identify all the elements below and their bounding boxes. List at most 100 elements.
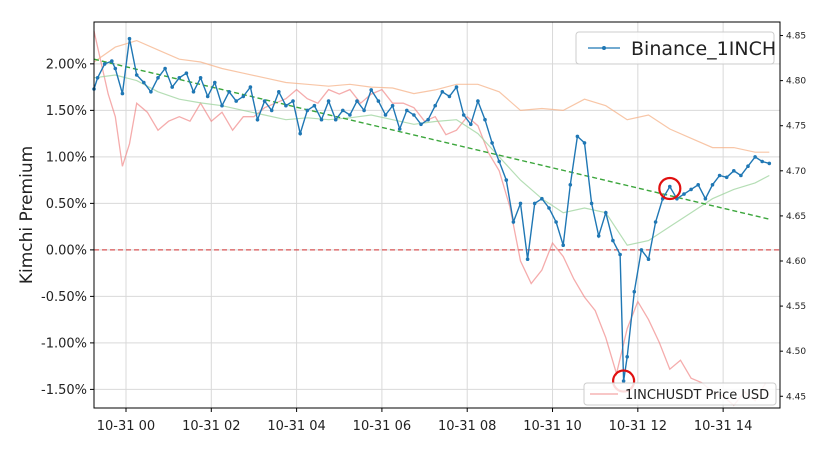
premium-point (646, 257, 651, 262)
premium-point (589, 201, 594, 206)
legend-label-price: 1INCHUSDT Price USD (625, 388, 769, 403)
premium-point (575, 134, 580, 139)
right-tick-label: 4.75 (786, 122, 806, 132)
premium-point (568, 183, 573, 187)
premium-point (390, 103, 395, 108)
x-tick-label: 10-31 08 (438, 419, 496, 434)
premium-point (305, 108, 310, 113)
y-tick-label: 2.00% (46, 57, 87, 72)
premium-line (93, 38, 770, 382)
premium-point (405, 108, 409, 113)
premium-point (149, 90, 153, 94)
premium-point (653, 220, 658, 224)
premium-point (95, 76, 100, 80)
right-tick-label: 4.50 (786, 347, 806, 357)
premium-point (269, 108, 274, 113)
premium-point (142, 80, 146, 85)
premium-point (205, 94, 210, 99)
y-tick-label: -0.50% (41, 290, 87, 305)
highlight-circle (658, 176, 682, 201)
premium-point (277, 90, 281, 94)
premium-point (668, 184, 672, 189)
premium-point (632, 289, 637, 294)
y-tick-label: 1.50% (46, 104, 87, 119)
premium-point (291, 99, 295, 103)
premium-point (177, 76, 182, 80)
premium-point (298, 131, 303, 136)
premium-point (440, 90, 445, 94)
premium-point (127, 36, 132, 41)
premium-point (134, 73, 139, 77)
legend-main: Binance_1INCH (575, 31, 776, 65)
x-tick-label: 10-31 04 (267, 419, 325, 434)
premium-point (234, 99, 238, 103)
x-tick-label: 10-31 02 (182, 419, 240, 434)
upper-band-line (93, 39, 770, 153)
right-tick-label: 4.60 (786, 257, 806, 267)
right-tick-label: 4.80 (786, 77, 806, 87)
premium-point (248, 85, 253, 89)
legend-price: 1INCHUSDT Price USD (583, 382, 777, 406)
trend-line (93, 58, 770, 220)
premium-point (469, 122, 473, 127)
premium-point (582, 141, 587, 145)
premium-point (483, 117, 487, 122)
premium-point (376, 99, 381, 103)
premium-point (191, 90, 196, 94)
right-tick-label: 4.55 (786, 302, 806, 312)
premium-point (639, 248, 644, 252)
price-line (93, 30, 767, 407)
premium-point (326, 99, 331, 103)
y-tick-label: -1.50% (41, 383, 87, 398)
premium-point (102, 62, 107, 66)
y-tick-label: 0.00% (46, 243, 87, 258)
premium-point (497, 159, 502, 164)
y-tick-label: 0.50% (46, 197, 87, 212)
premium-point (447, 94, 452, 99)
premium-point (476, 99, 480, 103)
premium-point (547, 206, 551, 210)
premium-point (255, 117, 260, 122)
premium-point (554, 220, 558, 224)
premium-point (540, 196, 544, 201)
premium-point (184, 71, 189, 75)
premium-point (621, 379, 626, 383)
premium-point (732, 169, 736, 173)
premium-point (262, 99, 267, 103)
premium-point (348, 113, 352, 117)
premium-point (753, 155, 757, 159)
y-tick-label: 1.00% (46, 150, 87, 165)
premium-point (604, 210, 608, 215)
premium-point (198, 76, 203, 80)
x-tick-label: 10-31 12 (609, 419, 667, 434)
premium-point (760, 159, 764, 164)
premium-point (397, 127, 402, 131)
premium-point (213, 80, 217, 85)
legend-label-main: Binance_1INCH (631, 38, 776, 60)
premium-point (596, 234, 601, 238)
premium-point (717, 173, 722, 178)
premium-point (369, 88, 374, 92)
premium-point (746, 164, 750, 168)
premium-point (696, 183, 700, 187)
premium-point (490, 141, 494, 145)
premium-point (618, 252, 622, 257)
premium-point (110, 59, 114, 63)
premium-point (355, 99, 359, 103)
premium-point (625, 355, 629, 359)
x-tick-label: 10-31 14 (694, 419, 752, 434)
premium-point (319, 117, 324, 122)
right-tick-label: 4.65 (786, 212, 806, 222)
x-tick-label: 10-31 06 (353, 419, 411, 434)
premium-point (461, 113, 466, 117)
y-axis-label: Kimchi Premium (17, 146, 37, 284)
premium-point (113, 66, 118, 71)
premium-point (412, 113, 416, 117)
premium-point (525, 257, 530, 262)
premium-point (156, 76, 160, 80)
premium-point (532, 201, 537, 206)
premium-point (284, 103, 288, 108)
plot-area (93, 21, 781, 409)
premium-point (724, 175, 729, 180)
premium-point (170, 85, 174, 89)
